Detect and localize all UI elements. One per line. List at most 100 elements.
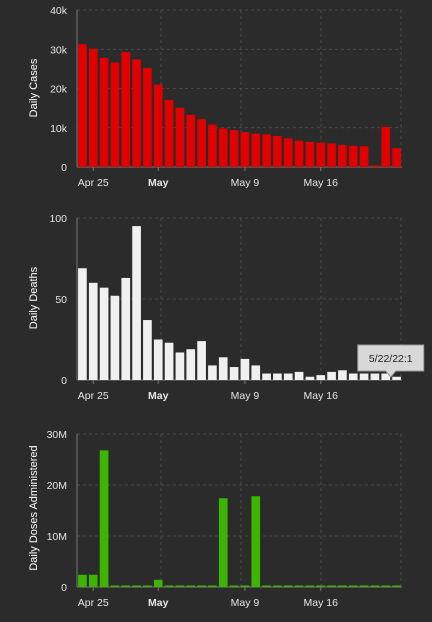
bar[interactable] — [305, 141, 315, 167]
bar[interactable] — [143, 320, 152, 380]
x-tick-label: Apr 25 — [78, 390, 109, 402]
bar[interactable] — [218, 128, 228, 167]
bar[interactable] — [110, 295, 120, 380]
bar[interactable] — [132, 585, 141, 588]
bar[interactable] — [251, 365, 261, 380]
bar[interactable] — [99, 287, 109, 380]
bar[interactable] — [78, 268, 87, 380]
bar[interactable] — [316, 585, 326, 588]
bar[interactable] — [110, 62, 120, 167]
bar[interactable] — [164, 585, 174, 588]
bar[interactable] — [348, 145, 358, 167]
bar[interactable] — [197, 585, 206, 588]
bar[interactable] — [143, 585, 152, 588]
bar[interactable] — [229, 130, 239, 167]
bar[interactable] — [240, 585, 250, 588]
y-axis-label: Daily Deaths — [28, 266, 40, 329]
bar[interactable] — [121, 51, 131, 168]
bar[interactable] — [294, 585, 304, 588]
bar[interactable] — [283, 373, 293, 380]
bar[interactable] — [164, 342, 174, 380]
bar[interactable] — [88, 282, 98, 380]
bar[interactable] — [327, 371, 336, 380]
bar[interactable] — [359, 373, 369, 380]
bar[interactable] — [153, 84, 163, 167]
bar[interactable] — [175, 352, 185, 380]
bar[interactable] — [186, 585, 196, 588]
bar[interactable] — [348, 585, 358, 588]
bar[interactable] — [164, 99, 174, 167]
bar[interactable] — [197, 341, 206, 380]
bar[interactable] — [132, 226, 141, 380]
bar[interactable] — [197, 119, 206, 167]
bar[interactable] — [121, 585, 131, 588]
bar[interactable] — [208, 585, 217, 588]
bar[interactable] — [338, 145, 347, 167]
bar[interactable] — [229, 367, 239, 380]
bar[interactable] — [262, 373, 271, 380]
bar[interactable] — [381, 373, 391, 380]
chart-panel-1: 0 10k 20k 30k 40k Apr 25 May May 9 May 16 Daily C… — [28, 5, 402, 189]
bar[interactable] — [283, 138, 293, 167]
bar[interactable] — [273, 373, 282, 380]
bar[interactable] — [381, 126, 391, 167]
bar[interactable] — [153, 339, 163, 381]
bar[interactable] — [251, 496, 261, 587]
x-tick-label: Apr 25 — [78, 177, 109, 189]
bar[interactable] — [78, 574, 87, 587]
bar[interactable] — [327, 585, 336, 588]
bar[interactable] — [208, 124, 217, 167]
bar[interactable] — [359, 585, 369, 588]
bar[interactable] — [262, 134, 271, 167]
bar[interactable] — [121, 277, 131, 380]
bar[interactable] — [338, 585, 347, 588]
bar[interactable] — [99, 57, 109, 168]
bar[interactable] — [381, 585, 391, 588]
y-tick-label: 40k — [50, 5, 68, 17]
bar[interactable] — [88, 574, 98, 587]
bar[interactable] — [359, 146, 369, 167]
y-tick-label: 100 — [49, 213, 67, 225]
bar[interactable] — [370, 373, 380, 380]
bar[interactable] — [273, 585, 282, 588]
bar[interactable] — [316, 142, 326, 167]
bar[interactable] — [348, 373, 358, 380]
bar[interactable] — [99, 450, 109, 587]
bar[interactable] — [392, 376, 401, 380]
bar[interactable] — [305, 376, 315, 380]
bar[interactable] — [88, 48, 98, 167]
bar[interactable] — [316, 375, 326, 380]
bar[interactable] — [370, 165, 380, 167]
bar[interactable] — [305, 585, 315, 588]
bar[interactable] — [153, 579, 163, 587]
bar[interactable] — [186, 349, 196, 380]
bar[interactable] — [240, 132, 250, 167]
bar[interactable] — [370, 585, 380, 588]
bar[interactable] — [175, 107, 185, 167]
bar[interactable] — [283, 585, 293, 588]
bar[interactable] — [294, 371, 304, 380]
bar[interactable] — [392, 585, 401, 588]
x-tick-label: May 9 — [231, 390, 260, 402]
bar[interactable] — [240, 358, 250, 380]
bar[interactable] — [208, 365, 217, 380]
bar[interactable] — [251, 133, 261, 167]
bar[interactable] — [338, 370, 347, 380]
bar[interactable] — [262, 585, 271, 588]
bar[interactable] — [78, 44, 87, 167]
y-axis-label: Daily Cases — [28, 58, 40, 117]
bar[interactable] — [110, 585, 120, 588]
y-tick-label: 10M — [47, 531, 67, 543]
tooltip-text: 5/22/22:1 — [369, 353, 413, 365]
bar[interactable] — [392, 148, 401, 167]
bar[interactable] — [229, 585, 239, 588]
bar[interactable] — [273, 135, 282, 167]
bar[interactable] — [175, 585, 185, 588]
bar[interactable] — [327, 143, 336, 167]
bar[interactable] — [186, 114, 196, 167]
bar[interactable] — [143, 68, 152, 167]
bar[interactable] — [218, 498, 228, 587]
bar[interactable] — [294, 140, 304, 167]
bar[interactable] — [132, 59, 141, 167]
bar[interactable] — [218, 357, 228, 380]
